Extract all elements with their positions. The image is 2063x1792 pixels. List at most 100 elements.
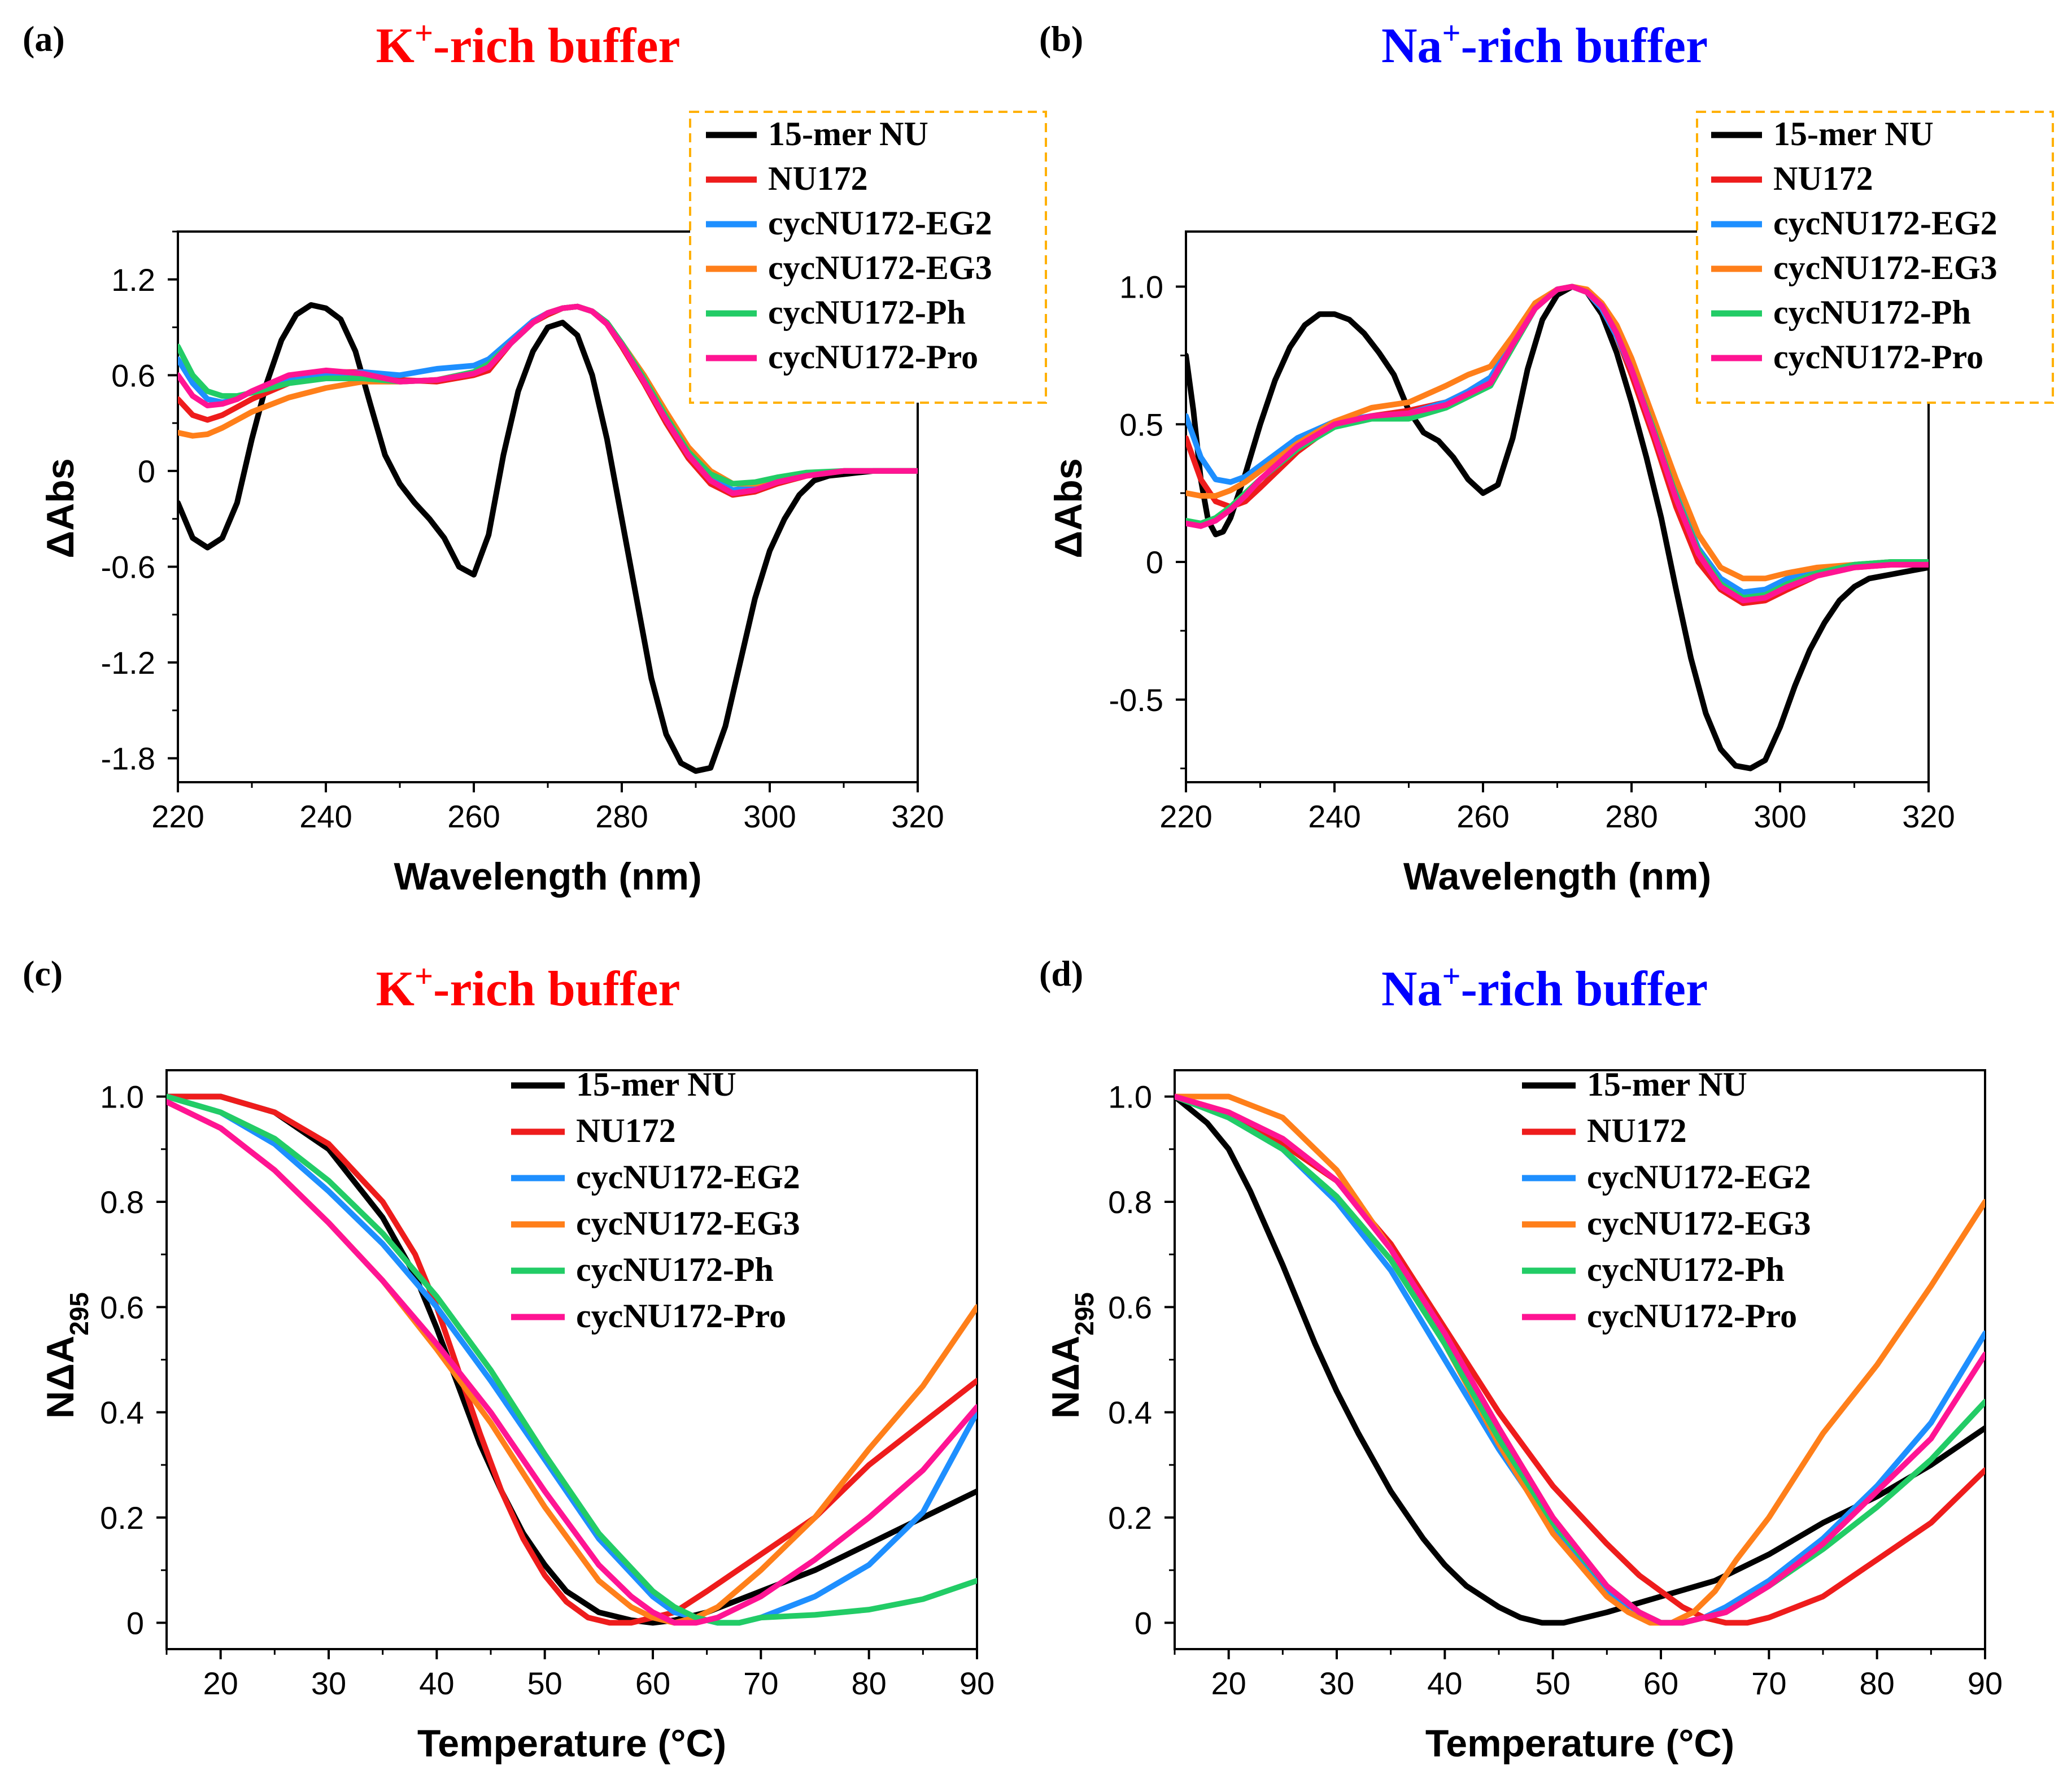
legend: 15-mer NU NU172 cycNU172-EG2 cycNU172-EG3 cy… <box>511 1066 800 1335</box>
panel-d: (d) Na+-rich buffer 20 30 40 50 60 70 80 90 0 0.2 0.… <box>1039 953 2003 1765</box>
y-axis-title-main: NΔA <box>1044 1336 1087 1419</box>
y-tick-label: -0.5 <box>1109 682 1164 718</box>
y-axis-title-subscript: 295 <box>64 1292 94 1336</box>
legend-label-cycnu172-eg3: cycNU172-EG3 <box>1773 249 1997 286</box>
y-tick-label: -1.2 <box>101 645 156 681</box>
title-superscript: + <box>415 958 433 995</box>
title-text: -rich buffer <box>1461 19 1708 73</box>
legend-label-cycnu172-pro: cycNU172-Pro <box>1773 338 1983 376</box>
y-tick-label: 0 <box>127 1605 144 1641</box>
title-ion: K <box>376 962 415 1017</box>
y-tick-label: 0 <box>1146 544 1163 580</box>
series-line-nu172 <box>167 1093 977 1626</box>
series-line-cycnu172-eg3 <box>1175 1093 1985 1626</box>
x-tick-label: 240 <box>299 799 352 834</box>
x-tick-label: 30 <box>1319 1665 1354 1701</box>
x-tick-label: 280 <box>595 799 648 834</box>
x-tick-label: 20 <box>203 1665 238 1701</box>
panel-label: (d) <box>1039 953 1083 993</box>
x-tick-label: 30 <box>311 1665 346 1701</box>
x-tick-label: 240 <box>1308 799 1360 834</box>
title-ion: K <box>376 19 415 73</box>
legend-label-15-mer-nu: 15-mer NU <box>1587 1066 1747 1103</box>
legend: 15-mer NU NU172 cycNU172-EG2 cycNU172-EG3 cy… <box>1522 1066 1811 1335</box>
x-tick-label: 40 <box>419 1665 454 1701</box>
panel-label: (c) <box>23 953 63 993</box>
y-axis-title: NΔA295 <box>39 1292 94 1419</box>
y-tick-label: 0.6 <box>111 357 155 393</box>
series-line-cycnu172-pro <box>167 1098 977 1626</box>
x-tick-label: 260 <box>447 799 500 834</box>
y-axis-title: ΔAbs <box>39 458 82 558</box>
legend-label-cycnu172-eg2: cycNU172-EG2 <box>576 1158 800 1196</box>
legend-label-nu172: NU172 <box>1587 1112 1687 1149</box>
x-tick-label: 90 <box>1968 1665 2003 1701</box>
y-tick-label: 0 <box>138 454 155 489</box>
panel-label: (a) <box>23 19 65 59</box>
x-tick-label: 80 <box>1860 1665 1895 1701</box>
legend-label-cycnu172-pro: cycNU172-Pro <box>768 338 978 376</box>
y-tick-label: 0.6 <box>100 1289 144 1325</box>
y-tick-label: 0.2 <box>1108 1500 1152 1536</box>
y-axis-title-main: ΔAbs <box>39 458 82 558</box>
x-tick-label: 50 <box>527 1665 562 1701</box>
legend: 15-mer NU NU172 cycNU172-EG2 cycNU172-EG3 cy… <box>689 111 1047 404</box>
legend-label-cycnu172-eg2: cycNU172-EG2 <box>1773 204 1997 242</box>
y-tick-label: 0.8 <box>100 1184 144 1220</box>
y-tick-label: -1.8 <box>101 741 156 777</box>
series-group <box>167 1093 977 1626</box>
x-tick-label: 320 <box>1902 799 1955 834</box>
y-tick-label: 1.0 <box>1119 269 1163 305</box>
y-tick-label: 0.4 <box>100 1395 144 1431</box>
x-tick-label: 40 <box>1427 1665 1462 1701</box>
x-tick-label: 70 <box>1751 1665 1786 1701</box>
legend-label-cycnu172-pro: cycNU172-Pro <box>1587 1297 1797 1335</box>
legend-label-cycnu172-eg2: cycNU172-EG2 <box>768 204 992 242</box>
y-tick-label: 0.8 <box>1108 1184 1152 1220</box>
y-tick-label: 1.0 <box>100 1079 144 1115</box>
series-line-15-mer-nu <box>1186 284 1929 771</box>
x-tick-label: 300 <box>743 799 796 834</box>
x-tick-label: 90 <box>959 1665 995 1701</box>
y-axis-title-main: ΔAbs <box>1047 458 1090 558</box>
y-tick-label: 0.4 <box>1108 1395 1152 1431</box>
panel-c: (c) K+-rich buffer 20 30 40 50 60 70 80 90 0 0.2 0.4… <box>23 953 995 1765</box>
series-line-cycnu172-eg2 <box>1175 1093 1985 1626</box>
y-tick-label: 0.6 <box>1108 1289 1152 1325</box>
legend-label-15-mer-nu: 15-mer NU <box>768 115 928 152</box>
y-tick-label: 0.5 <box>1119 407 1163 442</box>
series-line-cycnu172-ph <box>167 1093 977 1626</box>
series-line-nu172 <box>1175 1093 1985 1626</box>
legend-box <box>689 111 1047 404</box>
x-tick-label: 80 <box>852 1665 887 1701</box>
x-tick-label: 50 <box>1536 1665 1571 1701</box>
y-tick-label: 0.2 <box>100 1500 144 1536</box>
x-axis-title: Temperature (°C) <box>417 1722 726 1765</box>
panel-title: K+-rich buffer <box>376 958 681 1017</box>
series-line-cycnu172-pro <box>1175 1093 1985 1626</box>
legend-label-nu172: NU172 <box>1773 160 1873 197</box>
series-line-cycnu172-pro <box>1186 284 1929 604</box>
series-line-cycnu172-pro <box>178 303 918 496</box>
x-tick-label: 320 <box>891 799 944 834</box>
title-text: -rich buffer <box>1461 962 1708 1017</box>
x-axis-title: Temperature (°C) <box>1425 1722 1734 1765</box>
legend-label-cycnu172-eg3: cycNU172-EG3 <box>1587 1205 1811 1242</box>
legend-label-cycnu172-eg3: cycNU172-EG3 <box>768 249 992 286</box>
y-tick-label: 1.0 <box>1108 1079 1152 1115</box>
legend-label-cycnu172-ph: cycNU172-Ph <box>768 294 966 331</box>
y-tick-label: -0.6 <box>101 549 156 585</box>
title-superscript: + <box>1442 15 1461 51</box>
legend-label-cycnu172-ph: cycNU172-Ph <box>576 1251 774 1288</box>
x-axis-title: Wavelength (nm) <box>394 855 701 898</box>
panel-title: Na+-rich buffer <box>1381 958 1708 1017</box>
legend-label-cycnu172-pro: cycNU172-Pro <box>576 1297 786 1335</box>
legend-label-nu172: NU172 <box>768 160 868 197</box>
x-tick-label: 20 <box>1211 1665 1246 1701</box>
x-tick-label: 260 <box>1456 799 1509 834</box>
x-tick-label: 70 <box>743 1665 778 1701</box>
title-superscript: + <box>1442 958 1461 995</box>
legend-label-nu172: NU172 <box>576 1112 676 1149</box>
x-tick-label: 280 <box>1605 799 1658 834</box>
